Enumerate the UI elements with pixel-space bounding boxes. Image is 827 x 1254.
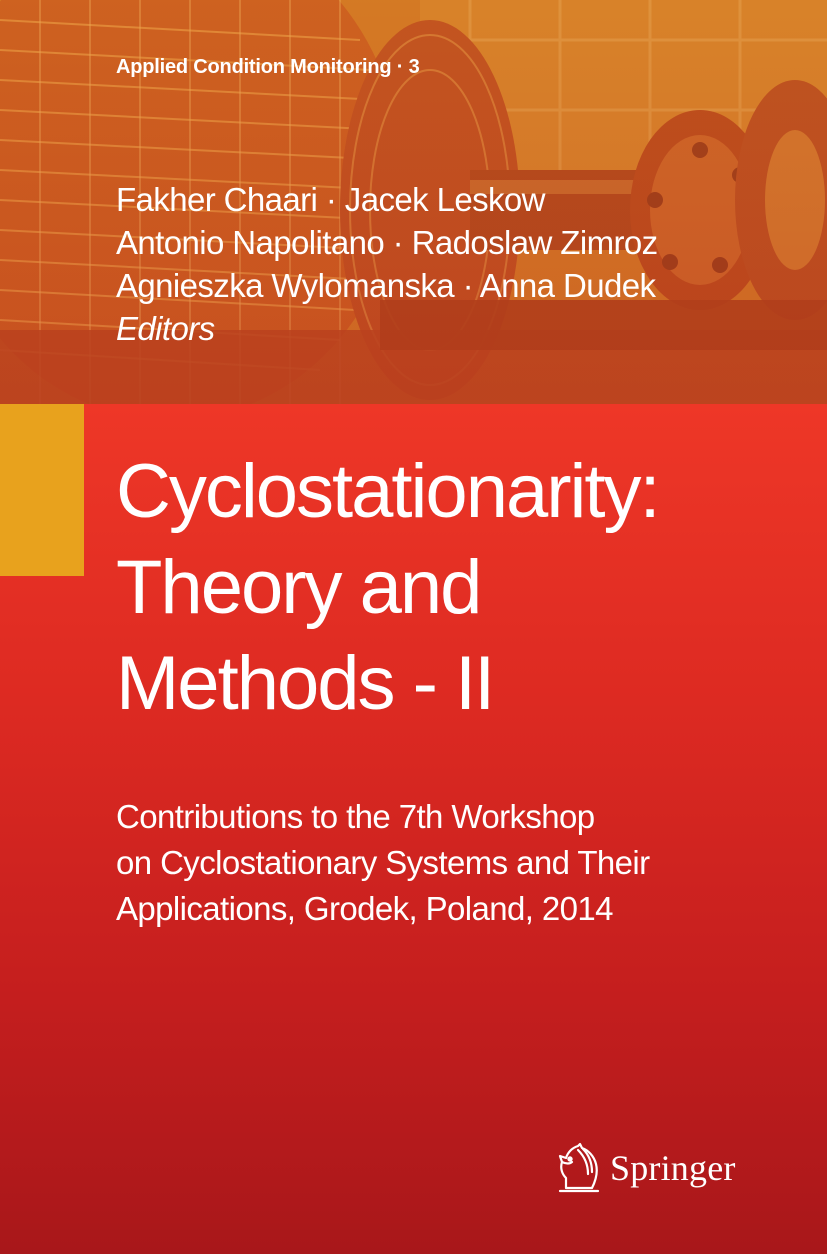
turbine-illustration [0,0,827,404]
editors-role: Editors [116,310,215,347]
horse-head-icon [558,1142,600,1193]
title-line: Theory and [116,545,482,630]
cover-photo-machinery [0,0,827,404]
title-line: Methods - II [116,641,495,726]
gold-accent-block [0,404,84,576]
book-subtitle: Contributions to the 7th Workshop on Cyc… [116,794,650,932]
subtitle-line: Applications, Grodek, Poland, 2014 [116,890,614,927]
editors-line: Fakher Chaari · Jacek Leskow [116,181,545,218]
photo-tint-overlay [0,0,827,404]
publisher-block: Springer [556,1140,736,1196]
series-label: Applied Condition Monitoring · 3 [116,56,420,78]
editors-line: Agnieszka Wylomanska · Anna Dudek [116,267,656,304]
editors-line: Antonio Napolitano · Radoslaw Zimroz [116,224,658,261]
title-line: Cyclostationarity: [116,449,661,534]
subtitle-line: on Cyclostationary Systems and Their [116,844,650,881]
subtitle-line: Contributions to the 7th Workshop [116,798,595,835]
red-title-panel [0,404,827,1254]
publisher-name: Springer [610,1148,736,1188]
editors-block: Fakher Chaari · Jacek Leskow Antonio Nap… [116,178,658,350]
book-title: Cyclostationarity: Theory and Methods - … [116,444,661,732]
